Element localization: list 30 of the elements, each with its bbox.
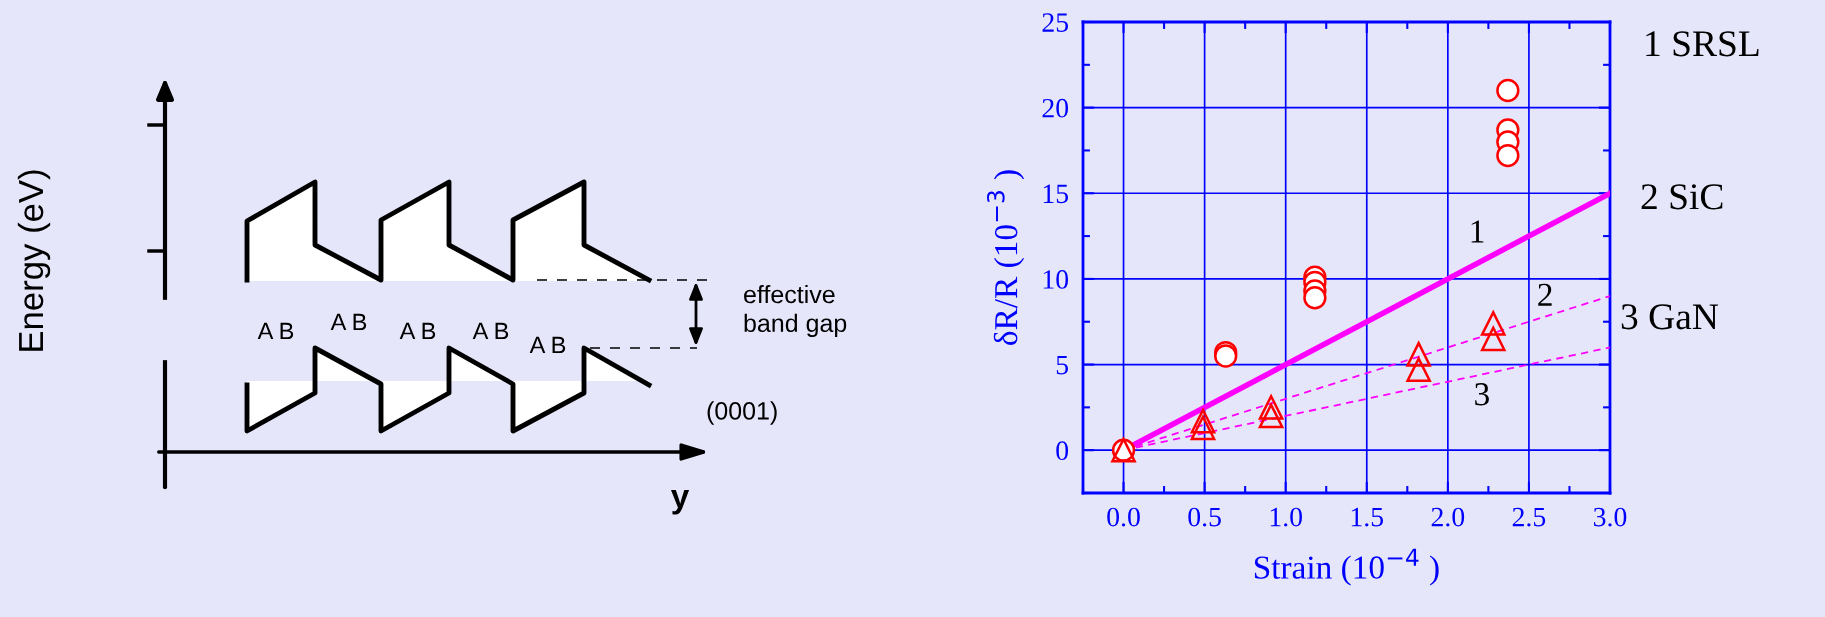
x-tick-label: 3.0 (1593, 507, 1627, 527)
text: 3 GaN (1621, 304, 1719, 330)
x-tick-label: 0.5 (1188, 507, 1221, 527)
text: A B (529, 336, 566, 354)
y-tick-label: 15 (1043, 184, 1069, 204)
text: A B (399, 322, 436, 340)
text: A B (472, 322, 509, 340)
text: effective band gap (744, 284, 847, 338)
annotation: 2 (1538, 283, 1552, 306)
text: 2 SiC (1641, 184, 1723, 210)
x-tick-label: 2.5 (1512, 507, 1546, 527)
text: 1 SRSL (1646, 31, 1759, 57)
x-tick-label: 0.0 (1107, 507, 1140, 527)
y-tick-label: 0 (1056, 441, 1069, 461)
x-tick-label: 1.0 (1270, 507, 1302, 527)
text: A B (330, 313, 367, 331)
y-tick-label: 20 (1042, 98, 1069, 118)
annotation: 1 (1471, 220, 1484, 243)
x-tick-label: 2.0 (1431, 507, 1465, 527)
y-tick-label: 10 (1043, 270, 1069, 289)
text: y (670, 490, 690, 515)
x-tick-label: 1.5 (1351, 507, 1384, 527)
text: Energy (eV) (17, 170, 51, 351)
y-axis-title: δR/R (10$^{−3}$ ) (987, 170, 1025, 345)
y-tick-label: 5 (1056, 355, 1069, 375)
y-tick-label: 25 (1042, 13, 1069, 32)
x-axis-title: Strain (10$^{−4}$ ) (1254, 548, 1439, 586)
annotation: 3 (1475, 383, 1489, 406)
text: (0001) (707, 401, 777, 425)
text: A B (257, 322, 294, 340)
